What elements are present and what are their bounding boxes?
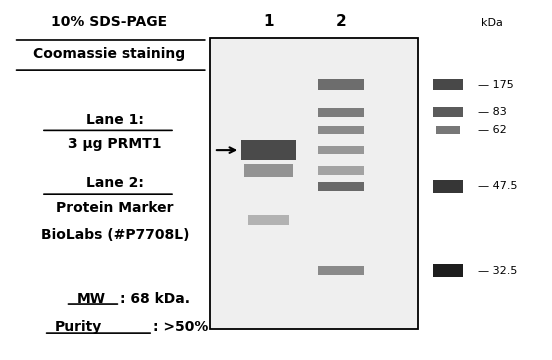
Text: 2: 2 [336, 14, 347, 30]
Text: Lane 1:: Lane 1: [86, 113, 144, 127]
Bar [436, 126, 460, 134]
Text: Lane 2:: Lane 2: [86, 176, 144, 190]
Text: — 83: — 83 [478, 107, 507, 117]
Text: : >50%: : >50% [153, 320, 209, 334]
Text: Purity: Purity [55, 320, 102, 334]
Bar [433, 107, 463, 117]
Text: — 32.5: — 32.5 [478, 266, 518, 276]
Text: MW: MW [77, 292, 105, 306]
Text: BioLabs (#P7708L): BioLabs (#P7708L) [40, 228, 189, 242]
Bar [433, 264, 463, 278]
Text: Coomassie staining: Coomassie staining [33, 47, 185, 61]
Bar [318, 166, 364, 175]
Text: — 47.5: — 47.5 [478, 181, 518, 192]
Bar [318, 266, 364, 275]
Bar [433, 80, 463, 90]
Text: — 175: — 175 [478, 80, 514, 90]
Text: 3 μg PRMT1: 3 μg PRMT1 [68, 138, 162, 152]
Text: — 62: — 62 [478, 125, 507, 135]
Bar [241, 140, 296, 160]
Bar [210, 38, 418, 329]
Text: 10% SDS-PAGE: 10% SDS-PAGE [51, 15, 167, 29]
Bar [318, 126, 364, 134]
Text: : 68 kDa.: : 68 kDa. [120, 292, 190, 306]
Bar [244, 164, 293, 177]
Bar [318, 108, 364, 117]
Bar [318, 146, 364, 154]
Bar [318, 80, 364, 90]
Text: 1: 1 [263, 14, 274, 30]
Bar [433, 180, 463, 193]
Text: kDa: kDa [481, 18, 503, 28]
Text: Protein Marker: Protein Marker [56, 201, 173, 215]
Bar [248, 215, 289, 225]
Bar [318, 182, 364, 191]
